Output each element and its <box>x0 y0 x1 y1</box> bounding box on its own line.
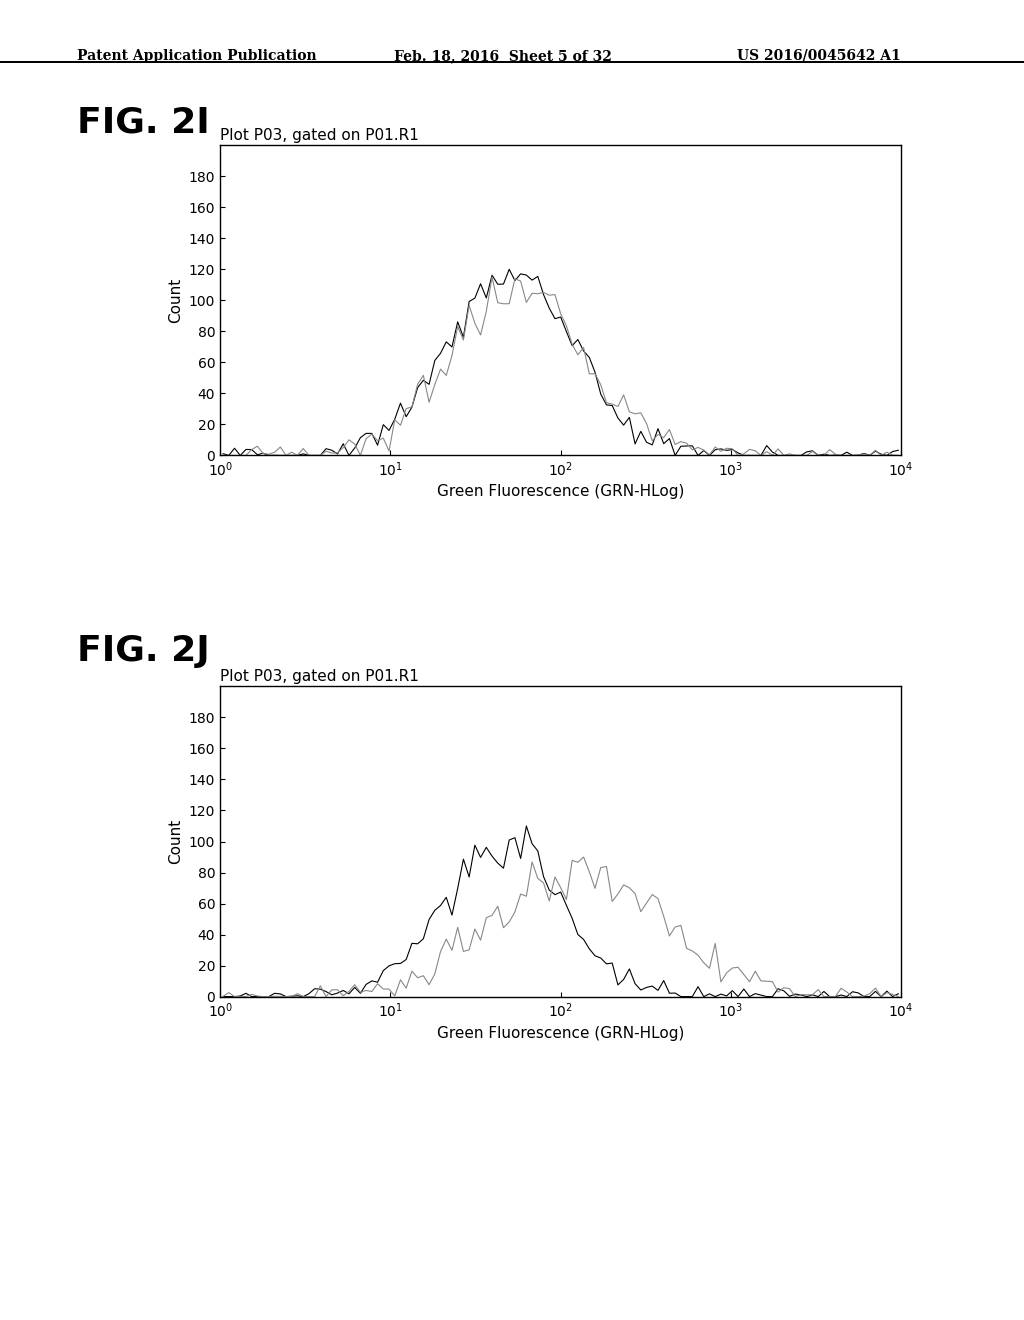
Text: Feb. 18, 2016  Sheet 5 of 32: Feb. 18, 2016 Sheet 5 of 32 <box>394 49 612 63</box>
Text: Patent Application Publication: Patent Application Publication <box>77 49 316 63</box>
Y-axis label: Count: Count <box>168 818 183 865</box>
Text: FIG. 2I: FIG. 2I <box>77 106 210 140</box>
Text: Plot P03, gated on P01.R1: Plot P03, gated on P01.R1 <box>220 128 419 143</box>
X-axis label: Green Fluorescence (GRN-HLog): Green Fluorescence (GRN-HLog) <box>437 1026 684 1040</box>
Text: FIG. 2J: FIG. 2J <box>77 634 210 668</box>
Text: US 2016/0045642 A1: US 2016/0045642 A1 <box>737 49 901 63</box>
X-axis label: Green Fluorescence (GRN-HLog): Green Fluorescence (GRN-HLog) <box>437 484 684 499</box>
Text: Plot P03, gated on P01.R1: Plot P03, gated on P01.R1 <box>220 669 419 684</box>
Y-axis label: Count: Count <box>168 277 183 323</box>
